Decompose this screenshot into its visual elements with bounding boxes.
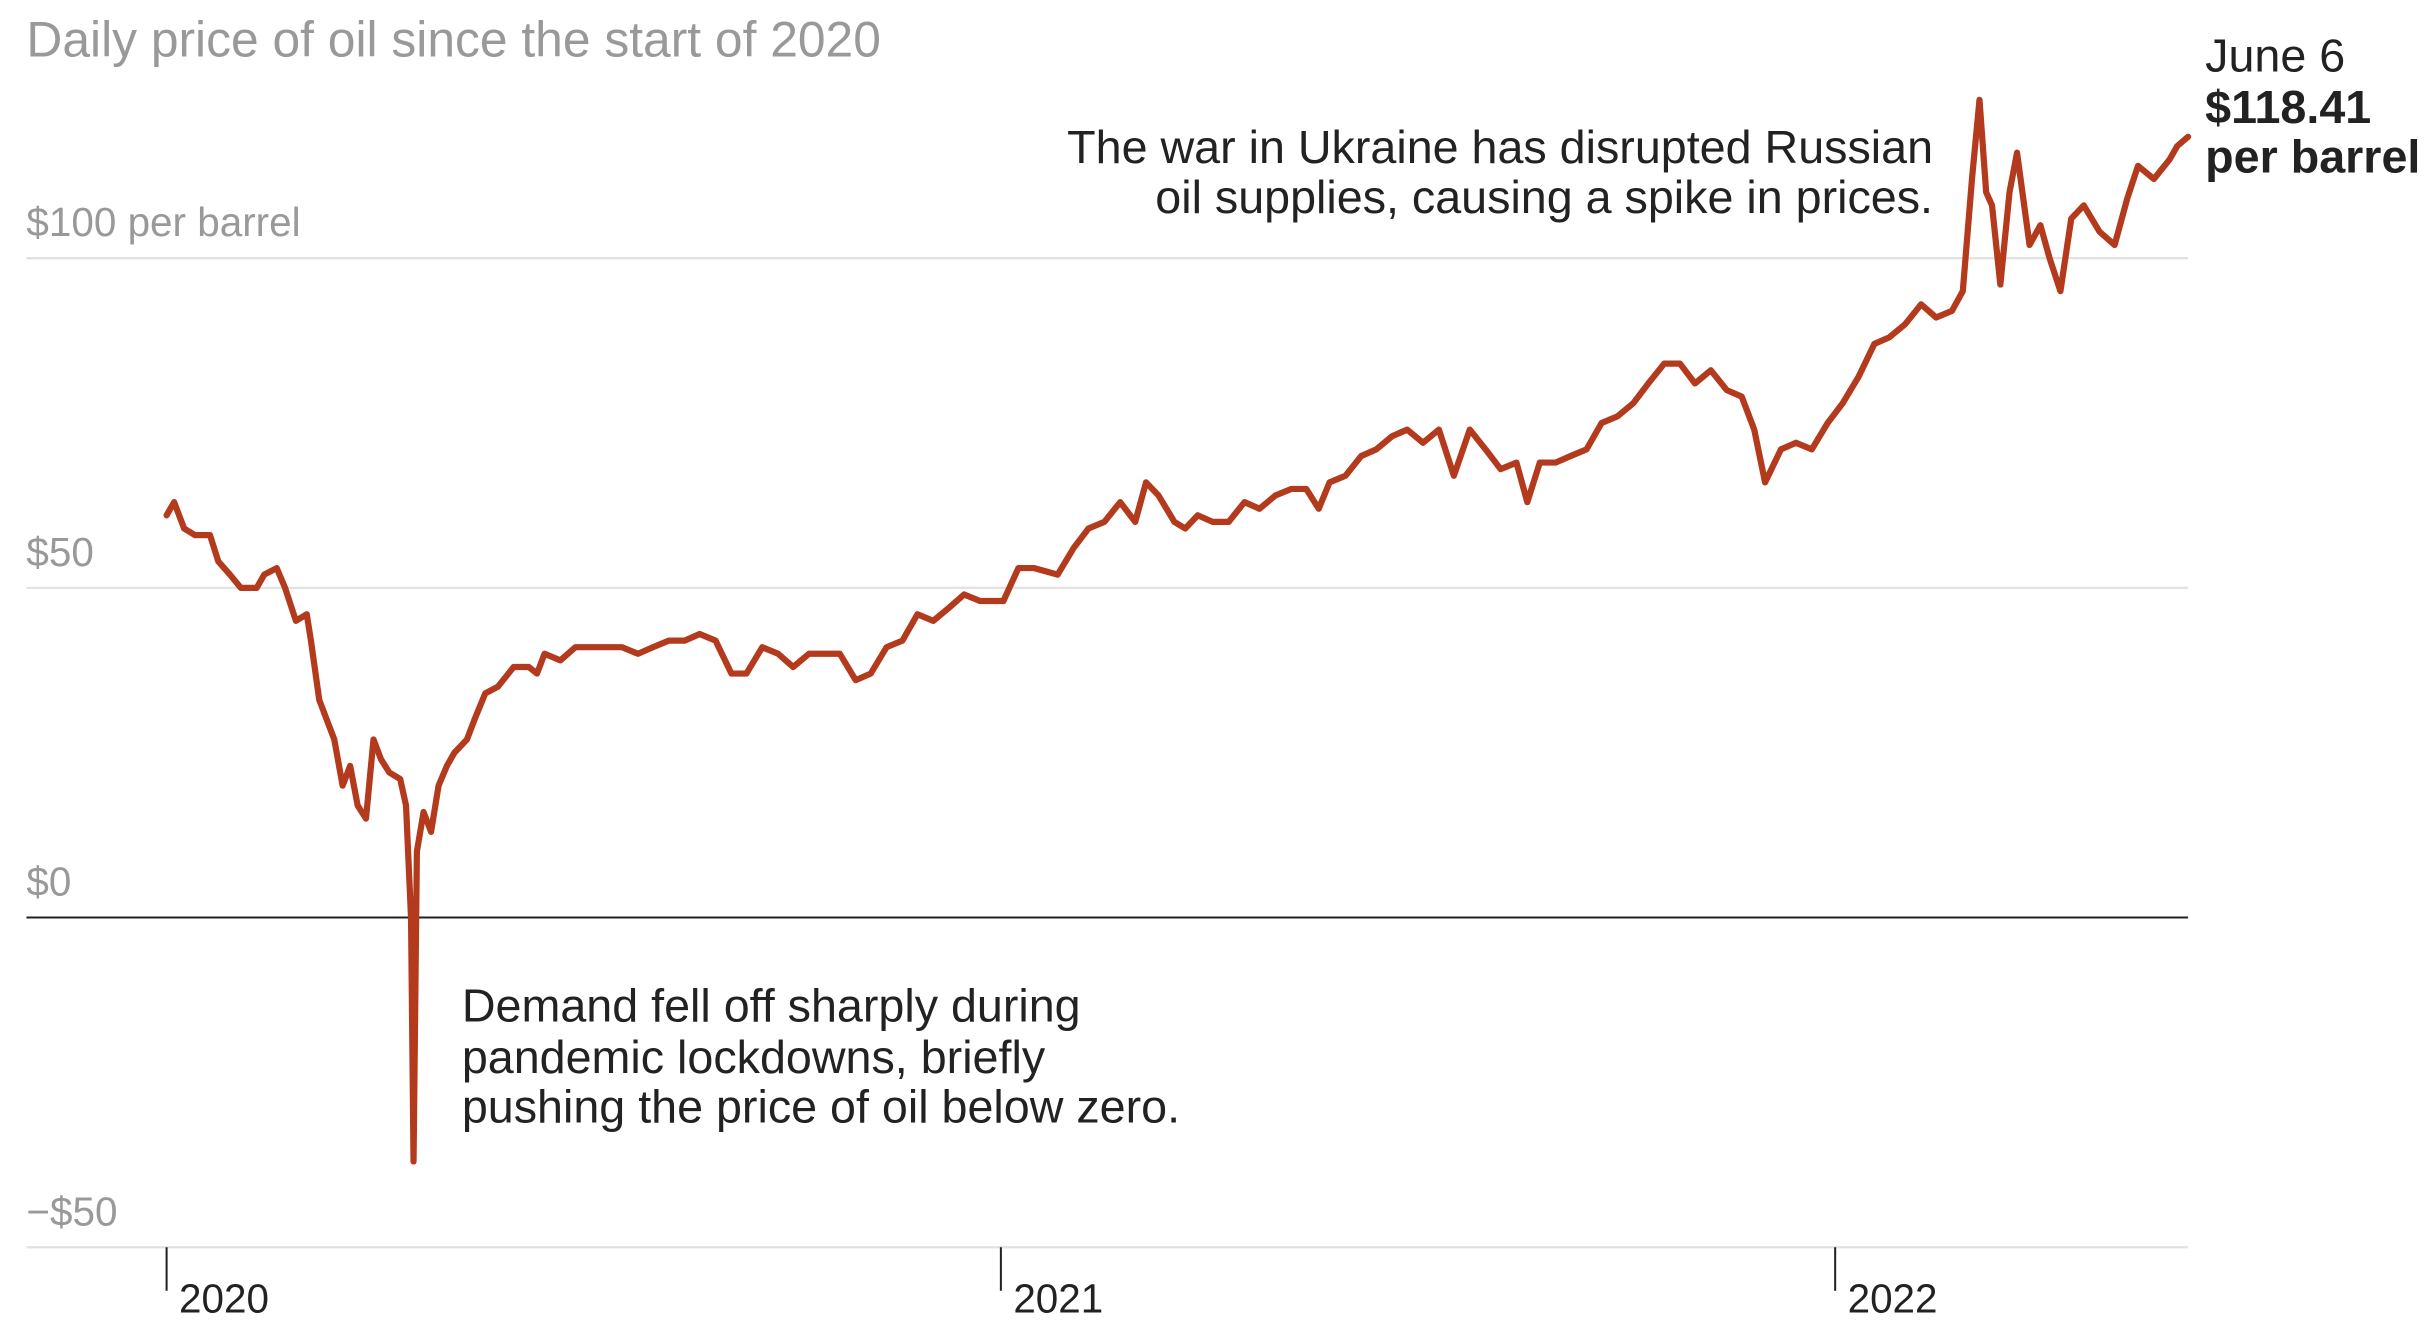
y-tick-label: $50: [26, 529, 93, 575]
y-tick-label: $100 per barrel: [26, 199, 300, 245]
annotation: pandemic lockdowns, briefly: [462, 1031, 1046, 1083]
annotation: oil supplies, causing a spike in prices.: [1155, 171, 1933, 223]
annotation: Demand fell off sharply during: [462, 980, 1081, 1032]
end-value: $118.41: [2205, 81, 2371, 133]
y-tick-label: −$50: [26, 1188, 117, 1234]
x-tick-label: 2021: [1013, 1275, 1103, 1321]
x-tick-label: 2022: [1848, 1275, 1938, 1321]
end-unit: per barrel: [2205, 131, 2420, 183]
price-line: [163, 96, 2192, 1165]
annotation: pushing the price of oil below zero.: [462, 1081, 1180, 1133]
x-tick-label: 2020: [179, 1275, 269, 1321]
annotation: The war in Ukraine has disrupted Russian: [1067, 121, 1933, 173]
y-tick-label: $0: [26, 859, 71, 905]
chart-title: Daily price of oil since the start of 20…: [26, 12, 880, 68]
end-date: June 6: [2205, 29, 2345, 81]
